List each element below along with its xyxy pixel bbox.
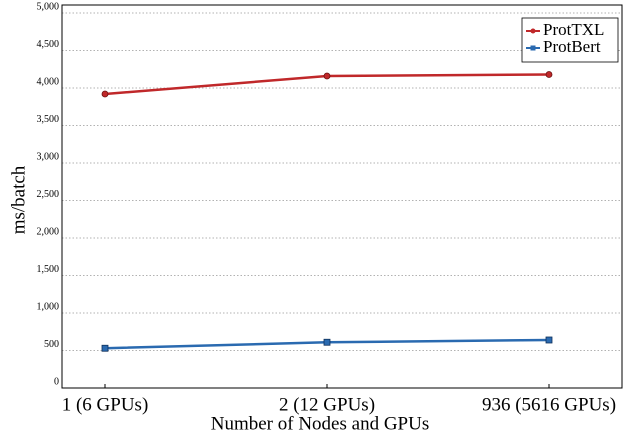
y-tick-label: 2,500: [37, 189, 60, 200]
marker: [545, 336, 553, 344]
legend-marker: [530, 45, 536, 51]
marker: [545, 71, 553, 78]
x-tick-label: 2 (12 GPUs): [279, 394, 375, 415]
y-tick-label: 4,500: [37, 39, 60, 50]
legend-marker: [530, 28, 536, 34]
plot-frame: [61, 4, 623, 389]
marker: [323, 338, 331, 346]
y-tick-label: 2,000: [37, 226, 60, 237]
y-tick-label: 1,500: [37, 264, 60, 275]
y-tick-label: 1,000: [37, 301, 60, 312]
legend-label: ProtTXL: [543, 20, 604, 39]
marker: [101, 90, 109, 98]
x-axis-label: Number of Nodes and GPUs: [211, 413, 429, 434]
y-tick-label: 500: [44, 339, 59, 350]
y-tick-label: 3,500: [37, 114, 60, 125]
y-tick-label: 0: [54, 376, 59, 387]
y-tick-label: 5,000: [37, 1, 60, 12]
y-tick-label: 4,000: [37, 76, 60, 87]
y-axis-label: ms/batch: [8, 165, 29, 234]
x-tick-label: 936 (5616 GPUs): [482, 394, 616, 415]
marker: [101, 344, 109, 352]
legend-box: [521, 17, 619, 63]
marker: [323, 72, 331, 80]
legend-label: ProtBert: [543, 37, 601, 56]
x-tick-label: 1 (6 GPUs): [62, 394, 149, 415]
y-tick-label: 3,000: [37, 151, 60, 162]
